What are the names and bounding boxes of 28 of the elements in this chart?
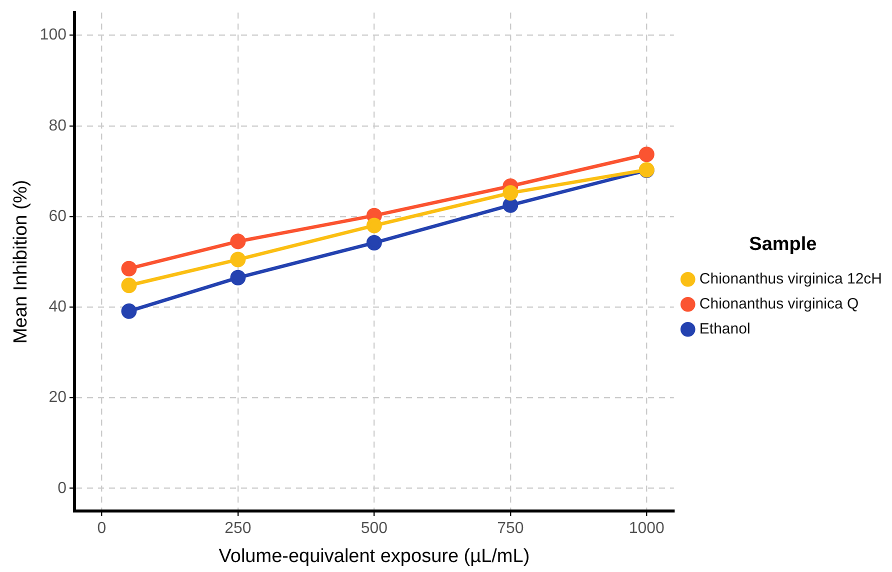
legend-label: Chionanthus virginica 12cH bbox=[699, 270, 882, 288]
y-tick-label: 40 bbox=[48, 298, 67, 316]
point bbox=[502, 185, 518, 201]
point bbox=[366, 235, 382, 251]
x-tick-label: 1000 bbox=[628, 520, 665, 538]
point bbox=[230, 270, 246, 286]
legend-label: Ethanol bbox=[699, 320, 750, 338]
x-tick-label: 250 bbox=[224, 520, 252, 538]
point bbox=[230, 252, 246, 268]
point bbox=[121, 260, 137, 276]
point bbox=[230, 234, 246, 250]
x-tick-label: 0 bbox=[97, 520, 106, 538]
point bbox=[121, 303, 137, 319]
x-tick-label: 500 bbox=[360, 520, 388, 538]
y-axis-title: Mean Inhibition (%) bbox=[10, 180, 32, 344]
legend-title: Sample bbox=[749, 234, 817, 255]
point bbox=[121, 278, 137, 294]
x-axis-title: Volume-equivalent exposure (µL/mL) bbox=[218, 546, 530, 567]
point bbox=[366, 218, 382, 234]
y-tick-label: 20 bbox=[48, 389, 67, 406]
y-tick-label: 80 bbox=[48, 117, 67, 134]
y-tick-label: 0 bbox=[58, 480, 67, 497]
point bbox=[502, 197, 518, 213]
x-tick-label: 750 bbox=[497, 520, 524, 538]
y-tick-label: 100 bbox=[40, 26, 67, 44]
point bbox=[638, 146, 654, 162]
y-tick-label: 60 bbox=[48, 208, 67, 225]
legend-label: Chionanthus virginica Q bbox=[699, 296, 859, 313]
